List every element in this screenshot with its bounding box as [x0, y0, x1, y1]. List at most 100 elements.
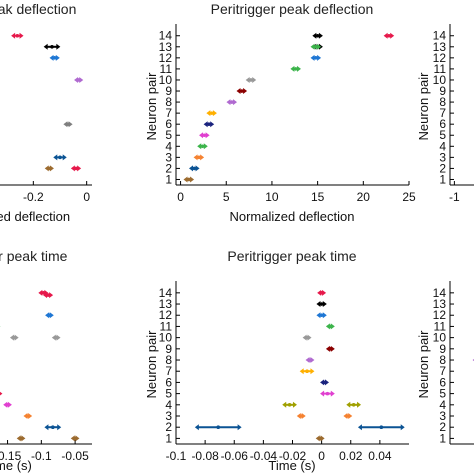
data-point — [299, 368, 315, 375]
error-cap-left — [320, 390, 325, 397]
y-tick-label: 4 — [165, 398, 172, 412]
data-point — [70, 165, 82, 172]
error-cap-left — [325, 345, 330, 352]
y-tick-label: 5 — [439, 387, 446, 401]
point-marker — [12, 335, 17, 340]
error-cap-right — [56, 334, 61, 341]
point-marker — [328, 347, 333, 351]
y-axis-label: Neuron pair — [416, 72, 431, 141]
y-tick-label: 5 — [439, 128, 446, 142]
data-point — [290, 65, 301, 72]
data-point — [43, 292, 54, 299]
error-cap-right — [348, 413, 353, 420]
x-tick-label: -0.02 — [279, 449, 307, 463]
point-marker — [322, 380, 327, 385]
error-cap-right — [252, 76, 257, 83]
point-marker — [229, 100, 234, 104]
data-point — [44, 424, 62, 431]
x-tick-label: 20 — [357, 190, 371, 204]
data-point — [23, 413, 33, 420]
error-cap-left — [357, 424, 362, 431]
error-cap-left — [44, 165, 49, 172]
point-marker — [207, 122, 211, 126]
error-cap-right — [233, 99, 238, 106]
data-point — [245, 76, 257, 83]
point-marker — [319, 313, 324, 318]
data-point — [236, 88, 248, 95]
error-cap-right — [62, 154, 67, 161]
error-cap-right — [212, 110, 217, 117]
error-cap-left — [74, 76, 79, 83]
point-marker — [319, 302, 324, 306]
data-point — [203, 121, 215, 128]
point-marker — [325, 391, 330, 396]
data-point — [320, 390, 335, 397]
error-cap-right — [14, 334, 19, 341]
error-cap-left — [383, 32, 388, 39]
error-cap-right — [330, 390, 335, 397]
data-point — [70, 435, 80, 442]
error-cap-right — [49, 292, 54, 299]
error-cap-right — [357, 401, 362, 408]
error-cap-left — [325, 323, 330, 330]
point-marker — [287, 403, 292, 407]
error-cap-left — [316, 301, 321, 308]
error-cap-right — [79, 76, 84, 83]
y-tick-label: 14 — [159, 286, 173, 300]
error-cap-right — [318, 32, 323, 39]
y-tick-label: 3 — [439, 150, 446, 164]
error-cap-left — [302, 334, 307, 341]
error-cap-left — [316, 312, 321, 319]
y-tick-label: 11 — [160, 62, 173, 76]
error-cap-right — [190, 176, 195, 183]
error-cap-left — [315, 435, 320, 442]
point-marker — [50, 44, 54, 49]
data-point — [343, 413, 353, 420]
data-point — [183, 176, 195, 183]
y-tick-label: 2 — [439, 161, 446, 175]
error-cap-left — [203, 121, 208, 128]
data-point — [226, 99, 238, 106]
chart-title: r peak deflection — [0, 1, 76, 17]
y-tick-label: 10 — [433, 73, 447, 87]
y-tick-label: 9 — [439, 342, 446, 356]
point-marker — [54, 335, 58, 340]
point-marker — [47, 166, 52, 171]
x-tick-label: -0.2 — [23, 190, 44, 204]
error-cap-right — [49, 312, 54, 319]
error-cap-right — [57, 424, 62, 431]
y-tick-label: 9 — [165, 342, 172, 356]
error-cap-right — [21, 435, 26, 442]
data-point — [310, 43, 322, 50]
error-cap-right — [243, 88, 248, 95]
error-cap-left — [183, 176, 188, 183]
error-cap-left — [245, 76, 250, 83]
error-cap-right — [0, 391, 3, 396]
error-cap-right — [320, 435, 325, 442]
y-tick-label: 2 — [165, 161, 172, 175]
data-point — [3, 401, 12, 408]
error-cap-left — [43, 292, 48, 299]
data-point — [320, 379, 329, 386]
error-cap-right — [400, 424, 405, 431]
point-marker — [5, 403, 10, 407]
error-cap-left — [343, 413, 348, 420]
error-cap-left — [23, 413, 28, 420]
y-tick-label: 8 — [439, 353, 446, 367]
data-point — [9, 334, 19, 341]
y-axis-label: Neuron pair — [144, 72, 159, 141]
error-cap-right — [317, 54, 322, 61]
error-cap-left — [188, 165, 193, 172]
error-cap-left — [197, 143, 202, 150]
data-point — [16, 435, 26, 442]
y-tick-label: 6 — [165, 117, 172, 131]
y-tick-label: 7 — [165, 106, 172, 120]
y-tick-label: 6 — [165, 375, 172, 389]
data-point — [325, 323, 335, 330]
x-tick-label: 25 — [402, 190, 416, 204]
point-marker — [387, 33, 391, 38]
data-point — [312, 32, 323, 39]
x-tick-label: -0.04 — [250, 449, 278, 463]
y-tick-label: 8 — [439, 95, 446, 109]
error-cap-left — [53, 154, 58, 161]
